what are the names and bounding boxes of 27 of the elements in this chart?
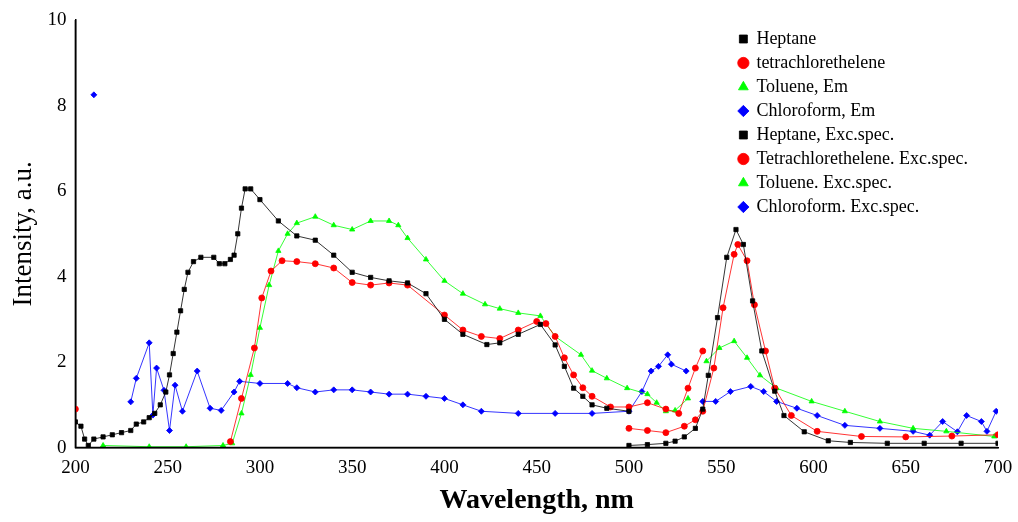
x-axis-title: Wavelength, nm — [439, 483, 634, 515]
x-tick-label: 400 — [430, 455, 459, 477]
legend-label: tetrachlorethelene — [756, 51, 886, 72]
legend-label: Toluene, Em — [756, 75, 849, 96]
x-tick-label: 600 — [799, 455, 828, 477]
x-tick-label: 350 — [337, 455, 367, 477]
y-axis-title: Intensity, a.u. — [7, 161, 38, 307]
x-tick-label: 700 — [983, 455, 1013, 477]
legend-label: Toluene. Exc.spec. — [756, 171, 893, 192]
x-tick-label: 550 — [706, 455, 736, 477]
x-tick-label: 500 — [614, 455, 644, 477]
x-tick-label: 200 — [61, 455, 90, 477]
legend-label: Chloroform. Exc.spec. — [756, 195, 920, 216]
x-tick-label: 650 — [891, 455, 920, 477]
y-tick-label: 4 — [56, 264, 67, 286]
legend-label: Tetrachlorethelene. Exc.spec. — [756, 147, 968, 168]
x-tick-label: 450 — [522, 455, 551, 477]
y-tick-label: 10 — [47, 7, 67, 29]
legend-label: Heptane — [756, 27, 817, 48]
legend-label: Heptane, Exc.spec. — [756, 123, 895, 144]
y-tick-label: 0 — [56, 435, 67, 457]
x-tick-label: 300 — [245, 455, 275, 477]
x-tick-label: 250 — [153, 455, 182, 477]
y-tick-label: 8 — [56, 93, 67, 115]
y-tick-label: 6 — [56, 179, 67, 201]
legend-label: Chloroform, Em — [756, 99, 876, 120]
y-tick-label: 2 — [56, 350, 67, 372]
